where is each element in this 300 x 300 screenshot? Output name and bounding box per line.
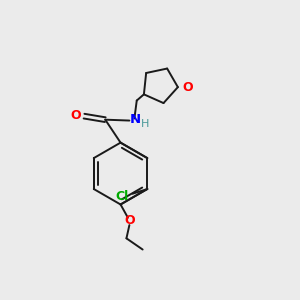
Text: O: O <box>182 81 193 94</box>
Text: H: H <box>141 119 149 129</box>
Text: Cl: Cl <box>116 190 129 202</box>
Text: O: O <box>70 109 80 122</box>
Text: O: O <box>125 214 135 227</box>
Text: N: N <box>130 113 141 126</box>
